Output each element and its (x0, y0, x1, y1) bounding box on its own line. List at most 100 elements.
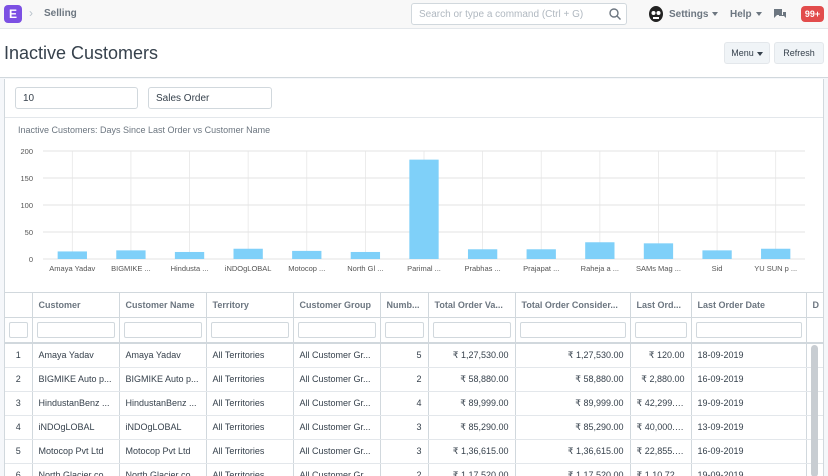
breadcrumb-selling[interactable]: Selling (44, 8, 77, 19)
chevron-down-icon (756, 51, 763, 56)
x-tick-label: Parimal ... (407, 264, 441, 273)
bar (526, 249, 556, 259)
help-dropdown[interactable]: Help (730, 9, 762, 20)
table-scrollbar[interactable] (811, 345, 818, 476)
refresh-button[interactable]: Refresh (774, 42, 824, 64)
table-cell: All Customer Gr... (293, 343, 381, 368)
column-filter-input[interactable] (210, 321, 289, 338)
column-header[interactable]: Customer (32, 293, 120, 318)
column-header[interactable]: Total Order Va... (428, 293, 516, 318)
row-number: 5 (5, 439, 33, 464)
table-row[interactable]: 2 BIGMIKE Auto p... BIGMIKE Auto p... All T… (5, 367, 823, 392)
table-cell: All Customer Gr... (293, 439, 381, 464)
table-cell: Motocop Pvt Ltd (32, 439, 120, 464)
table-cell: ₹ 1,17,520.00 (515, 463, 631, 476)
table-cell: Amaya Yadav (119, 343, 207, 368)
column-filter-input[interactable] (9, 321, 28, 338)
table-cell: North Glacier co... (119, 463, 207, 476)
column-filter-input[interactable] (123, 321, 202, 338)
settings-dropdown[interactable]: Settings (669, 9, 719, 20)
days-since-last-order-filter[interactable]: 10 (15, 87, 138, 109)
table-header: Customer Customer Name Territory Customer G… (5, 293, 823, 318)
bar (233, 248, 263, 259)
table-cell: ₹ 58,880.00 (428, 367, 516, 392)
table-cell: iNDOgLOBAL (32, 415, 120, 440)
table-cell: 18-09-2019 (691, 343, 807, 368)
table-row[interactable]: 3 HindustanBenz ... HindustanBenz ... All T… (5, 391, 823, 416)
table-cell: ₹ 22,855.00 (630, 439, 692, 464)
x-tick-label: YU SUN p ... (754, 264, 797, 273)
column-filter-input[interactable] (297, 321, 376, 338)
x-tick-label: Raheja a ... (581, 264, 619, 273)
column-filter-input[interactable] (695, 321, 802, 338)
column-filter-input[interactable] (634, 321, 687, 338)
column-header[interactable]: Last Ord... (630, 293, 692, 318)
table-cell: All Territories (206, 415, 294, 440)
user-avatar-icon[interactable] (648, 5, 664, 23)
chart-title: Inactive Customers: Days Since Last Orde… (18, 125, 271, 135)
x-tick-label: Sid (712, 264, 723, 273)
table-row[interactable]: 6 North Glacier co... North Glacier co... A… (5, 463, 823, 476)
bar (585, 242, 615, 259)
doctype-filter[interactable]: Sales Order (148, 87, 272, 109)
search-input[interactable]: Search or type a command (Ctrl + G) (411, 3, 627, 25)
search-icon[interactable] (608, 7, 622, 21)
column-header[interactable]: Total Order Consider... (515, 293, 631, 318)
row-number: 6 (5, 463, 33, 476)
bar (761, 248, 791, 259)
help-label: Help (730, 9, 752, 20)
chat-icon[interactable] (773, 7, 787, 21)
menu-button[interactable]: Menu (724, 42, 770, 64)
column-header[interactable]: Numb... (380, 293, 429, 318)
table-row[interactable]: 5 Motocop Pvt Ltd Motocop Pvt Ltd All Terri… (5, 439, 823, 464)
table-row[interactable]: 1 Amaya Yadav Amaya Yadav All Territories Al… (5, 343, 823, 368)
bar (467, 249, 498, 259)
page-title: Inactive Customers (4, 43, 159, 63)
table-cell: 16-09-2019 (691, 367, 807, 392)
row-number: 4 (5, 415, 33, 440)
table-cell: 19-09-2019 (691, 463, 807, 476)
column-header[interactable]: Customer Group (293, 293, 381, 318)
data-table: Customer Customer Name Territory Customer G… (5, 293, 823, 476)
row-number-header (5, 293, 33, 318)
chevron-down-icon (712, 12, 719, 17)
table-cell: 19-09-2019 (691, 391, 807, 416)
table-row[interactable]: 4 iNDOgLOBAL iNDOgLOBAL All Territories All … (5, 415, 823, 440)
column-filter-input[interactable] (36, 321, 115, 338)
table-cell: 3 (380, 415, 429, 440)
column-filter-cell (515, 317, 631, 344)
table-cell: 3 (380, 439, 429, 464)
app-logo[interactable]: E (4, 5, 22, 23)
search-placeholder: Search or type a command (Ctrl + G) (419, 9, 584, 20)
y-tick-label: 0 (29, 255, 33, 264)
table-cell: All Customer Gr... (293, 463, 381, 476)
navbar: E › Selling Search or type a command (Ct… (0, 0, 828, 29)
table-cell: 16-09-2019 (691, 439, 807, 464)
x-tick-label: BIGMIKE ... (111, 264, 151, 273)
table-cell: ₹ 85,290.00 (428, 415, 516, 440)
bar (292, 250, 322, 259)
bar (116, 250, 146, 259)
column-header[interactable]: Last Order Date (691, 293, 807, 318)
bar (702, 250, 732, 259)
table-cell: ₹ 1,27,530.00 (428, 343, 516, 368)
column-filter-input[interactable] (384, 321, 424, 338)
x-tick-label: Motocop ... (288, 264, 325, 273)
notifications-badge[interactable]: 99+ (801, 6, 824, 22)
column-filter-cell (691, 317, 807, 344)
y-tick-label: 50 (25, 228, 33, 237)
x-tick-label: Prajapat ... (523, 264, 559, 273)
column-header[interactable]: Territory (206, 293, 294, 318)
column-filter-input[interactable] (519, 321, 626, 338)
table-cell: ₹ 40,000.00 (630, 415, 692, 440)
table-cell: 4 (380, 391, 429, 416)
table-cell: ₹ 89,999.00 (428, 391, 516, 416)
table-cell: ₹ 89,999.00 (515, 391, 631, 416)
column-filter-input[interactable] (432, 321, 511, 338)
column-filter-cell (380, 317, 429, 344)
table-cell: ₹ 120.00 (630, 343, 692, 368)
column-header[interactable]: D (806, 293, 823, 318)
table-cell: ₹ 1,27,530.00 (515, 343, 631, 368)
x-tick-label: SAMs Mag ... (636, 264, 681, 273)
column-header[interactable]: Customer Name (119, 293, 207, 318)
